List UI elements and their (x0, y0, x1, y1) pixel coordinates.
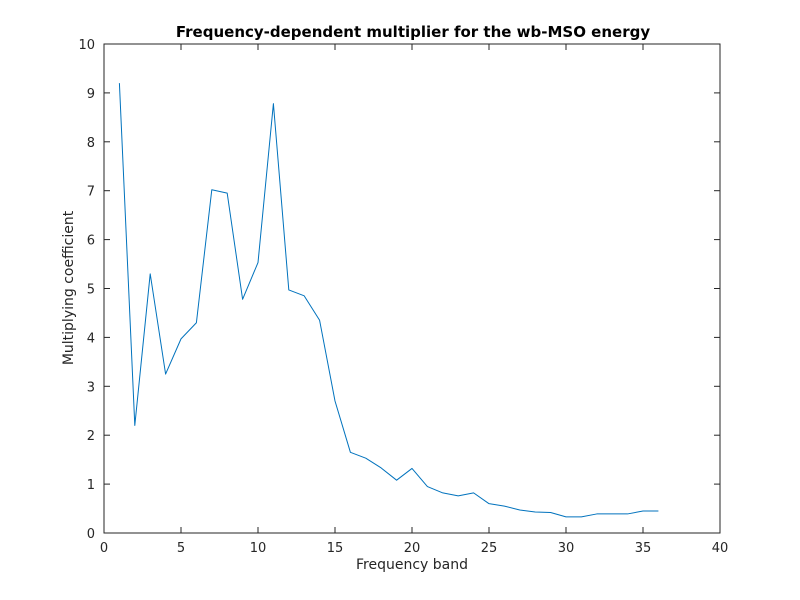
x-tick-label: 5 (177, 541, 185, 556)
y-tick-label: 8 (87, 136, 95, 151)
x-tick-label: 20 (404, 541, 421, 556)
y-tick-label: 2 (87, 429, 95, 444)
x-tick-label: 30 (558, 541, 575, 556)
x-axis-label: Frequency band (356, 557, 468, 573)
y-tick-label: 4 (87, 331, 95, 346)
x-tick-label: 40 (712, 541, 729, 556)
x-tick-label: 10 (250, 541, 267, 556)
x-tick-label: 15 (327, 541, 344, 556)
y-tick-label: 5 (87, 283, 95, 298)
series-line (118, 83, 659, 518)
y-tick-label: 1 (87, 478, 95, 493)
y-tick-label: 9 (87, 87, 95, 102)
plot-area (103, 43, 721, 534)
y-tick-label: 3 (87, 380, 95, 395)
x-tick-label: 35 (635, 541, 652, 556)
y-tick-label: 0 (87, 527, 95, 542)
y-axis: 0 1 2 3 4 5 6 7 8 9 10 (78, 38, 720, 542)
y-tick-label: 6 (87, 234, 95, 249)
chart-title: Frequency-dependent multiplier for the w… (176, 23, 650, 41)
y-tick-label: 10 (78, 38, 95, 53)
x-tick-label: 25 (481, 541, 498, 556)
x-tick-label: 0 (100, 541, 108, 556)
series-layer (118, 83, 659, 518)
y-axis-label: Multiplying coefficient (61, 210, 77, 365)
y-tick-label: 7 (87, 185, 95, 200)
x-axis: 0 5 10 15 20 25 30 35 40 (100, 44, 728, 556)
